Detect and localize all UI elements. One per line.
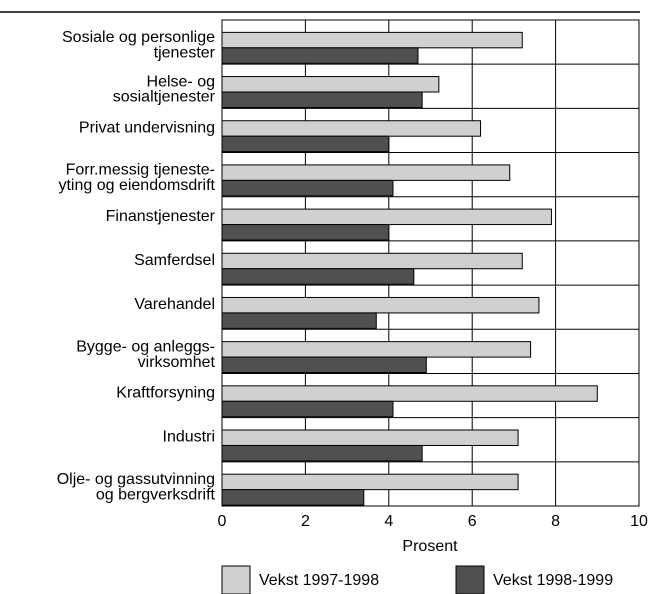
bar: [221, 429, 519, 446]
y-tick-label-line: Bygge- og anleggs-: [76, 339, 215, 356]
bar: [221, 47, 419, 64]
y-tick-label: Bygge- og anleggs-virksomhet: [76, 339, 215, 371]
y-tick-label-line: Helse- og: [147, 74, 215, 91]
bar: [221, 385, 598, 402]
bar: [221, 208, 552, 226]
bar: [221, 31, 523, 49]
y-tick-label-line: Kraftforsyning: [116, 385, 215, 402]
bar: [221, 76, 440, 93]
x-axis-title: Prosent: [402, 538, 458, 555]
y-tick-label-line: Varehandel: [134, 296, 215, 313]
y-tick-label: Privat undervisning: [79, 120, 215, 137]
bar: [221, 489, 365, 506]
legend-label: Vekst 1997-1998: [259, 572, 379, 589]
legend-swatch: [455, 565, 485, 594]
y-tick-label-line: Industri: [163, 429, 215, 446]
x-tick-label: 10: [630, 513, 648, 530]
y-tick-label-line: Privat undervisning: [79, 120, 215, 137]
bar: [221, 312, 377, 329]
bar: [221, 120, 482, 137]
bar: [221, 356, 427, 374]
y-tick-label: Forr.messig tjeneste-yting og eiendomsdr…: [58, 162, 215, 194]
y-tick-label-line: og bergverksdrift: [96, 487, 216, 504]
y-tick-label: Kraftforsyning: [116, 385, 215, 402]
bar: [221, 164, 511, 181]
y-tick-label: Finanstjenester: [106, 208, 216, 225]
y-tick-label-line: Finanstjenester: [106, 208, 216, 225]
x-tick-label: 2: [301, 513, 310, 530]
x-tick-label: 0: [218, 513, 227, 530]
bar: [221, 341, 532, 358]
y-tick-label: Helse- og sosialtjenester: [113, 74, 216, 106]
y-tick-label: Sosiale og personlige tjenester: [62, 29, 216, 61]
bar: [221, 473, 519, 491]
bar: [221, 444, 423, 462]
plot-frame: [221, 19, 640, 507]
bar: [221, 400, 394, 418]
y-tick-label: Varehandel: [134, 296, 215, 313]
y-tick-label-line: tjenester: [154, 45, 216, 62]
y-tick-label: Olje- og gassutvinning og bergverksdrift: [57, 471, 216, 503]
bar: [221, 135, 390, 153]
x-tick-label: 4: [384, 513, 393, 530]
y-tick-label-line: yting og eiendomsdrift: [58, 177, 215, 194]
y-tick-label-line: Forr.messig tjeneste-: [66, 162, 215, 179]
bar: [221, 252, 523, 270]
y-tick-label-line: Olje- og gassutvinning: [57, 471, 215, 488]
bar: [221, 268, 415, 285]
bar: [221, 224, 390, 241]
x-tick-label: 6: [468, 513, 477, 530]
x-tick-label: 8: [551, 513, 560, 530]
y-tick-label-line: Sosiale og personlige: [62, 29, 215, 46]
legend-swatch: [221, 565, 251, 594]
bar: [221, 179, 394, 197]
bar: [221, 91, 423, 108]
y-tick-label: Industri: [163, 429, 215, 446]
y-tick-label: Samferdsel: [134, 252, 215, 269]
y-tick-label-line: virksomhet: [138, 354, 216, 371]
y-tick-label-line: Samferdsel: [134, 252, 215, 269]
legend-label: Vekst 1998-1999: [493, 572, 613, 589]
y-tick-label-line: sosialtjenester: [113, 89, 216, 106]
bar: [221, 296, 540, 314]
